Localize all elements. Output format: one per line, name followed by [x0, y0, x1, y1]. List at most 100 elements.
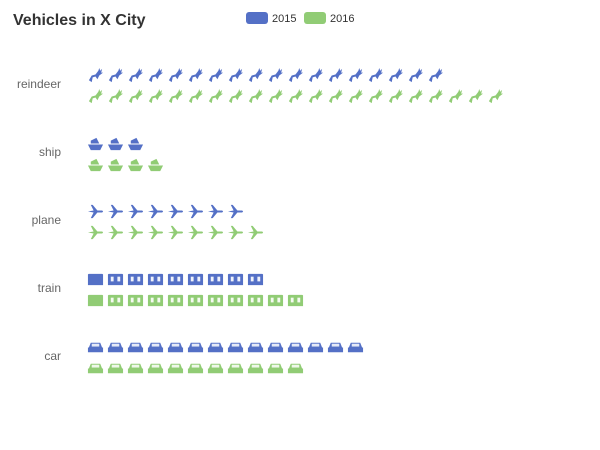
- reindeer-icon: [288, 67, 304, 83]
- ship-icon: [127, 158, 144, 172]
- train-icon: [187, 273, 204, 286]
- plane-icon: [167, 204, 184, 219]
- car-icon: [127, 342, 144, 353]
- legend-swatch: [304, 12, 326, 24]
- plane-icon: [107, 204, 124, 219]
- reindeer-icon: [268, 67, 284, 83]
- reindeer-icon: [228, 88, 244, 104]
- reindeer-icon: [128, 88, 144, 104]
- train-icon: [87, 294, 104, 307]
- reindeer-icon: [368, 88, 384, 104]
- car-icon: [227, 342, 244, 353]
- reindeer-icon: [428, 67, 444, 83]
- car-icon: [167, 363, 184, 374]
- train-icon: [227, 273, 244, 286]
- plane-icon: [247, 225, 264, 240]
- train-icon: [247, 273, 264, 286]
- plane-icon: [87, 225, 104, 240]
- train-icon: [107, 273, 124, 286]
- car-icon: [187, 363, 204, 374]
- legend-label: 2015: [272, 13, 296, 25]
- reindeer-icon: [168, 88, 184, 104]
- ship-icon: [107, 158, 124, 172]
- bar-ship-2015[interactable]: [87, 137, 144, 151]
- legend-label: 2016: [330, 13, 354, 25]
- plane-icon: [207, 225, 224, 240]
- bar-car-2015[interactable]: [87, 342, 364, 353]
- plane-icon: [107, 225, 124, 240]
- legend-item-2016[interactable]: 2016: [304, 12, 354, 25]
- plane-icon: [127, 204, 144, 219]
- bar-reindeer-2016[interactable]: [88, 88, 504, 104]
- chart-title: Vehicles in X City: [13, 12, 146, 29]
- train-icon: [107, 294, 124, 307]
- car-icon: [247, 363, 264, 374]
- car-icon: [267, 363, 284, 374]
- reindeer-icon: [88, 67, 104, 83]
- reindeer-icon: [148, 67, 164, 83]
- car-icon: [287, 363, 304, 374]
- legend-swatch: [246, 12, 268, 24]
- reindeer-icon: [268, 88, 284, 104]
- reindeer-icon: [188, 67, 204, 83]
- car-icon: [347, 342, 364, 353]
- bar-ship-2016[interactable]: [87, 158, 164, 172]
- train-icon: [227, 294, 244, 307]
- category-label-train: train: [38, 281, 61, 295]
- train-icon: [127, 273, 144, 286]
- bar-train-2015[interactable]: [87, 273, 264, 286]
- legend[interactable]: 2015 2016: [246, 12, 354, 25]
- ship-icon: [147, 158, 164, 172]
- plane-icon: [147, 204, 164, 219]
- reindeer-icon: [88, 88, 104, 104]
- train-icon: [267, 294, 284, 307]
- reindeer-icon: [328, 88, 344, 104]
- reindeer-icon: [108, 67, 124, 83]
- reindeer-icon: [388, 67, 404, 83]
- ship-icon: [87, 137, 104, 151]
- car-icon: [87, 342, 104, 353]
- reindeer-icon: [208, 88, 224, 104]
- reindeer-icon: [208, 67, 224, 83]
- bar-train-2016[interactable]: [87, 294, 304, 307]
- train-icon: [87, 273, 104, 286]
- bar-car-2016[interactable]: [87, 363, 304, 374]
- reindeer-icon: [348, 88, 364, 104]
- train-icon: [207, 294, 224, 307]
- car-icon: [87, 363, 104, 374]
- car-icon: [107, 342, 124, 353]
- reindeer-icon: [248, 67, 264, 83]
- category-label-car: car: [44, 349, 61, 363]
- plot-area: reindeer ship plane train car: [17, 67, 504, 374]
- train-icon: [147, 294, 164, 307]
- ship-icon: [127, 137, 144, 151]
- plane-icon: [187, 225, 204, 240]
- reindeer-icon: [188, 88, 204, 104]
- car-icon: [167, 342, 184, 353]
- reindeer-icon: [348, 67, 364, 83]
- car-icon: [187, 342, 204, 353]
- category-label-reindeer: reindeer: [17, 77, 61, 91]
- plane-icon: [127, 225, 144, 240]
- bar-plane-2015[interactable]: [87, 204, 244, 219]
- reindeer-icon: [408, 67, 424, 83]
- reindeer-icon: [328, 67, 344, 83]
- legend-item-2015[interactable]: 2015: [246, 12, 296, 25]
- reindeer-icon: [108, 88, 124, 104]
- train-icon: [167, 273, 184, 286]
- plane-icon: [227, 204, 244, 219]
- train-icon: [127, 294, 144, 307]
- reindeer-icon: [128, 67, 144, 83]
- plane-icon: [147, 225, 164, 240]
- reindeer-icon: [488, 88, 504, 104]
- train-icon: [147, 273, 164, 286]
- bar-plane-2016[interactable]: [87, 225, 264, 240]
- car-icon: [227, 363, 244, 374]
- car-icon: [287, 342, 304, 353]
- train-icon: [187, 294, 204, 307]
- reindeer-icon: [148, 88, 164, 104]
- bar-reindeer-2015[interactable]: [88, 67, 444, 83]
- plane-icon: [227, 225, 244, 240]
- reindeer-icon: [168, 67, 184, 83]
- train-icon: [207, 273, 224, 286]
